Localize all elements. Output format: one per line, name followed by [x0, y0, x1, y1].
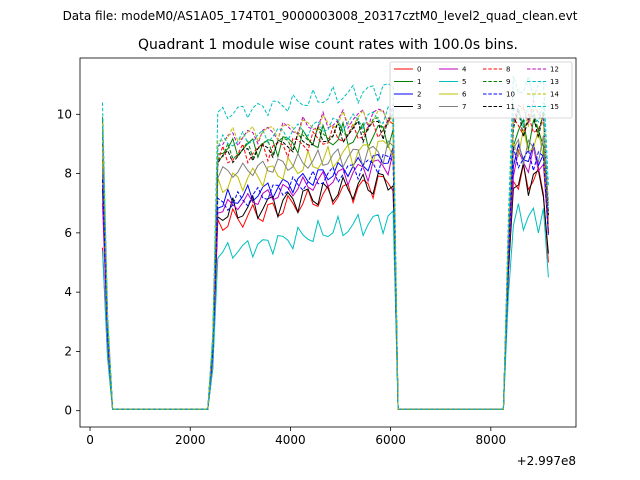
- y-tick-label: 10: [57, 107, 72, 121]
- series-line-15: [102, 102, 549, 410]
- legend-label-1: 1: [417, 78, 421, 86]
- chart-title: Quadrant 1 module wise count rates with …: [138, 37, 518, 53]
- plot-lines: [102, 74, 549, 410]
- legend-label-2: 2: [417, 91, 421, 99]
- series-line-14: [102, 103, 549, 410]
- x-offset-label: +2.997e8: [517, 454, 576, 468]
- y-tick-label: 0: [64, 404, 72, 418]
- y-axis-ticks: 0 2 4 6 8 10: [57, 107, 80, 418]
- legend-label-15: 15: [550, 103, 559, 111]
- x-tick-label: 4000: [275, 433, 306, 447]
- x-tick-label: 8000: [476, 433, 507, 447]
- legend-label-10: 10: [506, 91, 515, 99]
- y-tick-label: 4: [64, 285, 72, 299]
- y-tick-label: 6: [64, 226, 72, 240]
- legend-label-6: 6: [462, 91, 467, 99]
- legend-label-9: 9: [506, 78, 510, 86]
- x-axis-ticks: 0 2000 4000 6000 8000: [86, 427, 506, 447]
- legend-label-5: 5: [462, 78, 466, 86]
- legend-label-0: 0: [417, 66, 421, 74]
- y-tick-label: 2: [64, 344, 72, 358]
- legend-label-8: 8: [506, 66, 510, 74]
- x-tick-label: 0: [86, 433, 94, 447]
- legend-box: [389, 61, 573, 119]
- legend-label-3: 3: [417, 103, 421, 111]
- series-line-12: [102, 99, 549, 410]
- legend-label-11: 11: [506, 103, 515, 111]
- legend-label-4: 4: [462, 66, 467, 74]
- series-line-10: [102, 146, 549, 410]
- legend-label-14: 14: [550, 91, 559, 99]
- x-tick-label: 2000: [175, 433, 206, 447]
- super-title: Data file: modeM0/AS1A05_174T01_90000030…: [63, 9, 578, 23]
- series-line-13: [102, 74, 549, 410]
- legend-label-7: 7: [462, 103, 466, 111]
- axes-frame: [79, 57, 577, 428]
- legend-label-12: 12: [550, 66, 559, 74]
- legend-label-13: 13: [550, 78, 559, 86]
- series-line-9: [102, 108, 549, 410]
- y-tick-label: 8: [64, 167, 72, 181]
- x-tick-label: 6000: [375, 433, 406, 447]
